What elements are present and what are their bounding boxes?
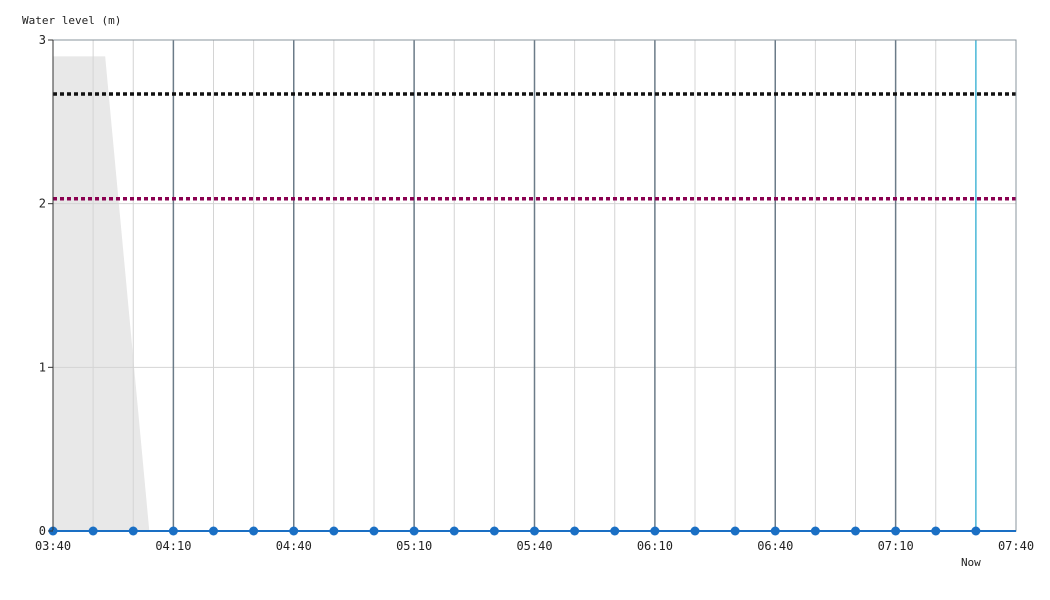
y-axis-label: Water level (m)	[22, 14, 121, 27]
x-tick-label: 04:10	[155, 539, 191, 553]
y-tick-label: 0	[39, 524, 46, 538]
x-tick-label: 04:40	[276, 539, 312, 553]
shaded-area	[53, 56, 150, 531]
x-tick-label: 03:40	[35, 539, 71, 553]
axis-layer: 0 1 2 3 03:40 04:10 04:40 05:10 05:40 06:10 06:40 0…	[35, 33, 1034, 553]
x-tick-label: 07:40	[998, 539, 1034, 553]
grid-layer	[53, 39, 1016, 531]
x-tick-label: 06:40	[757, 539, 793, 553]
x-tick-label: 05:10	[396, 539, 432, 553]
now-label: Now	[961, 556, 981, 569]
shaded-area-layer	[53, 56, 150, 531]
x-tick-label: 06:10	[637, 539, 673, 553]
y-tick-label: 2	[39, 197, 46, 211]
x-tick-label: 05:40	[516, 539, 552, 553]
y-tick-label: 3	[39, 33, 46, 47]
now-layer: Now	[961, 40, 981, 569]
y-tick-label: 1	[39, 360, 46, 374]
x-tick-label: 07:10	[878, 539, 914, 553]
